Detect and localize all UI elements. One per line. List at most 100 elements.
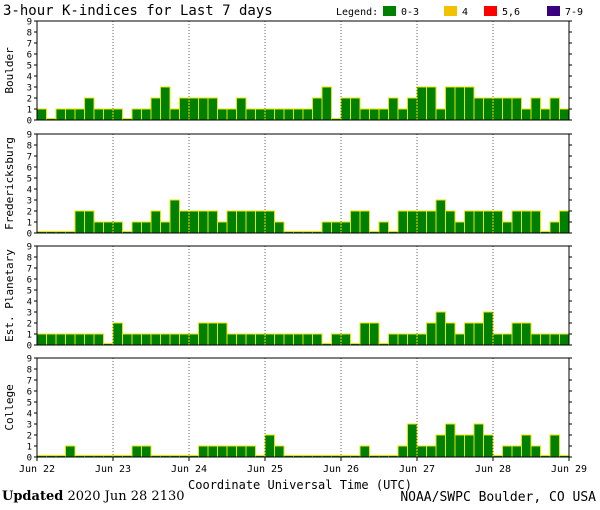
panel-frame bbox=[36, 245, 570, 346]
bar-est-planetary-32 bbox=[340, 333, 351, 346]
bar-college-20 bbox=[226, 445, 237, 458]
bar-est-planetary-38 bbox=[397, 333, 408, 346]
x-tick-label: Jun 28 bbox=[475, 464, 511, 475]
bar-college-18 bbox=[207, 445, 218, 458]
y-tick-label: 0 bbox=[27, 454, 32, 464]
bar-boulder-25 bbox=[274, 108, 285, 121]
bar-fredericksburg-16 bbox=[188, 210, 199, 234]
x-tick-label: Jun 23 bbox=[95, 464, 131, 475]
bar-boulder-48 bbox=[492, 97, 503, 121]
bar-boulder-17 bbox=[198, 97, 209, 121]
bar-est-planetary-16 bbox=[188, 333, 199, 346]
panel-label: Boulder bbox=[3, 47, 16, 94]
bar-est-planetary-21 bbox=[236, 333, 247, 346]
bar-boulder-42 bbox=[435, 108, 446, 121]
y-tick-label: 8 bbox=[27, 254, 32, 264]
y-tick-label: 9 bbox=[27, 355, 32, 365]
bar-boulder-54 bbox=[549, 97, 560, 121]
bar-college-24 bbox=[264, 434, 275, 458]
bar-est-planetary-25 bbox=[274, 333, 285, 346]
y-tick-label: 7 bbox=[27, 377, 32, 387]
y-tick-label: 7 bbox=[27, 265, 32, 275]
bar-fredericksburg-40 bbox=[416, 210, 427, 234]
bar-fredericksburg-15 bbox=[179, 210, 190, 234]
bar-boulder-5 bbox=[84, 97, 95, 121]
bar-boulder-36 bbox=[378, 108, 389, 121]
bar-college-34 bbox=[359, 445, 370, 458]
bar-boulder-37 bbox=[388, 97, 399, 121]
bar-boulder-50 bbox=[511, 97, 522, 121]
legend-swatch-0-3 bbox=[383, 6, 396, 16]
y-tick-label: 9 bbox=[27, 243, 32, 253]
source-credit: NOAA/SWPC Boulder, CO USA bbox=[400, 490, 596, 505]
bar-college-40 bbox=[416, 445, 427, 458]
bar-est-planetary-45 bbox=[464, 322, 475, 346]
bar-boulder-52 bbox=[530, 97, 541, 121]
bar-college-43 bbox=[445, 423, 456, 458]
bar-fredericksburg-23 bbox=[255, 210, 266, 234]
y-tick-label: 5 bbox=[27, 62, 32, 72]
bar-est-planetary-15 bbox=[179, 333, 190, 346]
bar-college-10 bbox=[131, 445, 142, 458]
y-tick-label: 3 bbox=[27, 84, 32, 94]
bar-fredericksburg-38 bbox=[397, 210, 408, 234]
panel-frame bbox=[36, 20, 570, 121]
bar-college-39 bbox=[407, 423, 418, 458]
bar-est-planetary-24 bbox=[264, 333, 275, 346]
bar-est-planetary-44 bbox=[454, 333, 465, 346]
bar-est-planetary-35 bbox=[369, 322, 380, 346]
bar-est-planetary-22 bbox=[245, 333, 256, 346]
y-tick-label: 0 bbox=[27, 230, 32, 240]
y-tick-label: 4 bbox=[27, 410, 32, 420]
y-tick-label: 5 bbox=[27, 399, 32, 409]
bar-est-planetary-13 bbox=[160, 333, 171, 346]
y-tick-label: 1 bbox=[27, 106, 32, 116]
y-tick-label: 5 bbox=[27, 175, 32, 185]
bar-boulder-38 bbox=[397, 108, 408, 121]
bar-boulder-16 bbox=[188, 97, 199, 121]
panel-frame bbox=[36, 133, 570, 234]
x-axis-ticks: Jun 22 Jun 23 Jun 24 Jun 25 Jun 26 Jun 27 Jun … bbox=[19, 457, 587, 475]
bar-boulder-19 bbox=[217, 108, 228, 121]
bar-fredericksburg-19 bbox=[217, 221, 228, 234]
bar-est-planetary-19 bbox=[217, 322, 228, 346]
bar-boulder-4 bbox=[74, 108, 85, 121]
bar-boulder-35 bbox=[369, 108, 380, 121]
bar-college-21 bbox=[236, 445, 247, 458]
bar-boulder-6 bbox=[93, 108, 104, 121]
y-tick-label: 8 bbox=[27, 29, 32, 39]
bar-college-41 bbox=[426, 445, 437, 458]
bar-boulder-24 bbox=[264, 108, 275, 121]
bar-boulder-14 bbox=[169, 108, 180, 121]
y-tick-label: 8 bbox=[27, 142, 32, 152]
bar-college-47 bbox=[483, 434, 494, 458]
bar-fredericksburg-45 bbox=[464, 210, 475, 234]
y-tick-label: 6 bbox=[27, 164, 32, 174]
bar-boulder-32 bbox=[340, 97, 351, 121]
y-tick-label: 3 bbox=[27, 309, 32, 319]
bar-est-planetary-31 bbox=[331, 333, 342, 346]
bar-college-3 bbox=[65, 445, 76, 458]
bar-est-planetary-14 bbox=[169, 333, 180, 346]
legend-swatch-4 bbox=[444, 6, 457, 16]
bar-fredericksburg-7 bbox=[103, 221, 114, 234]
bar-est-planetary-17 bbox=[198, 322, 209, 346]
bar-est-planetary-0 bbox=[36, 333, 47, 346]
bar-fredericksburg-42 bbox=[435, 199, 446, 234]
y-tick-label: 0 bbox=[27, 117, 32, 127]
bar-boulder-12 bbox=[150, 97, 161, 121]
bar-fredericksburg-52 bbox=[530, 210, 541, 234]
bar-boulder-28 bbox=[302, 108, 313, 121]
bar-fredericksburg-48 bbox=[492, 210, 503, 234]
bar-boulder-21 bbox=[236, 97, 247, 121]
bar-fredericksburg-24 bbox=[264, 210, 275, 234]
y-tick-label: 0 bbox=[27, 342, 32, 352]
bar-fredericksburg-21 bbox=[236, 210, 247, 234]
bar-est-planetary-50 bbox=[511, 322, 522, 346]
bar-boulder-8 bbox=[112, 108, 123, 121]
bar-college-17 bbox=[198, 445, 209, 458]
bar-boulder-55 bbox=[559, 108, 570, 121]
x-tick-label: Jun 25 bbox=[247, 464, 283, 475]
